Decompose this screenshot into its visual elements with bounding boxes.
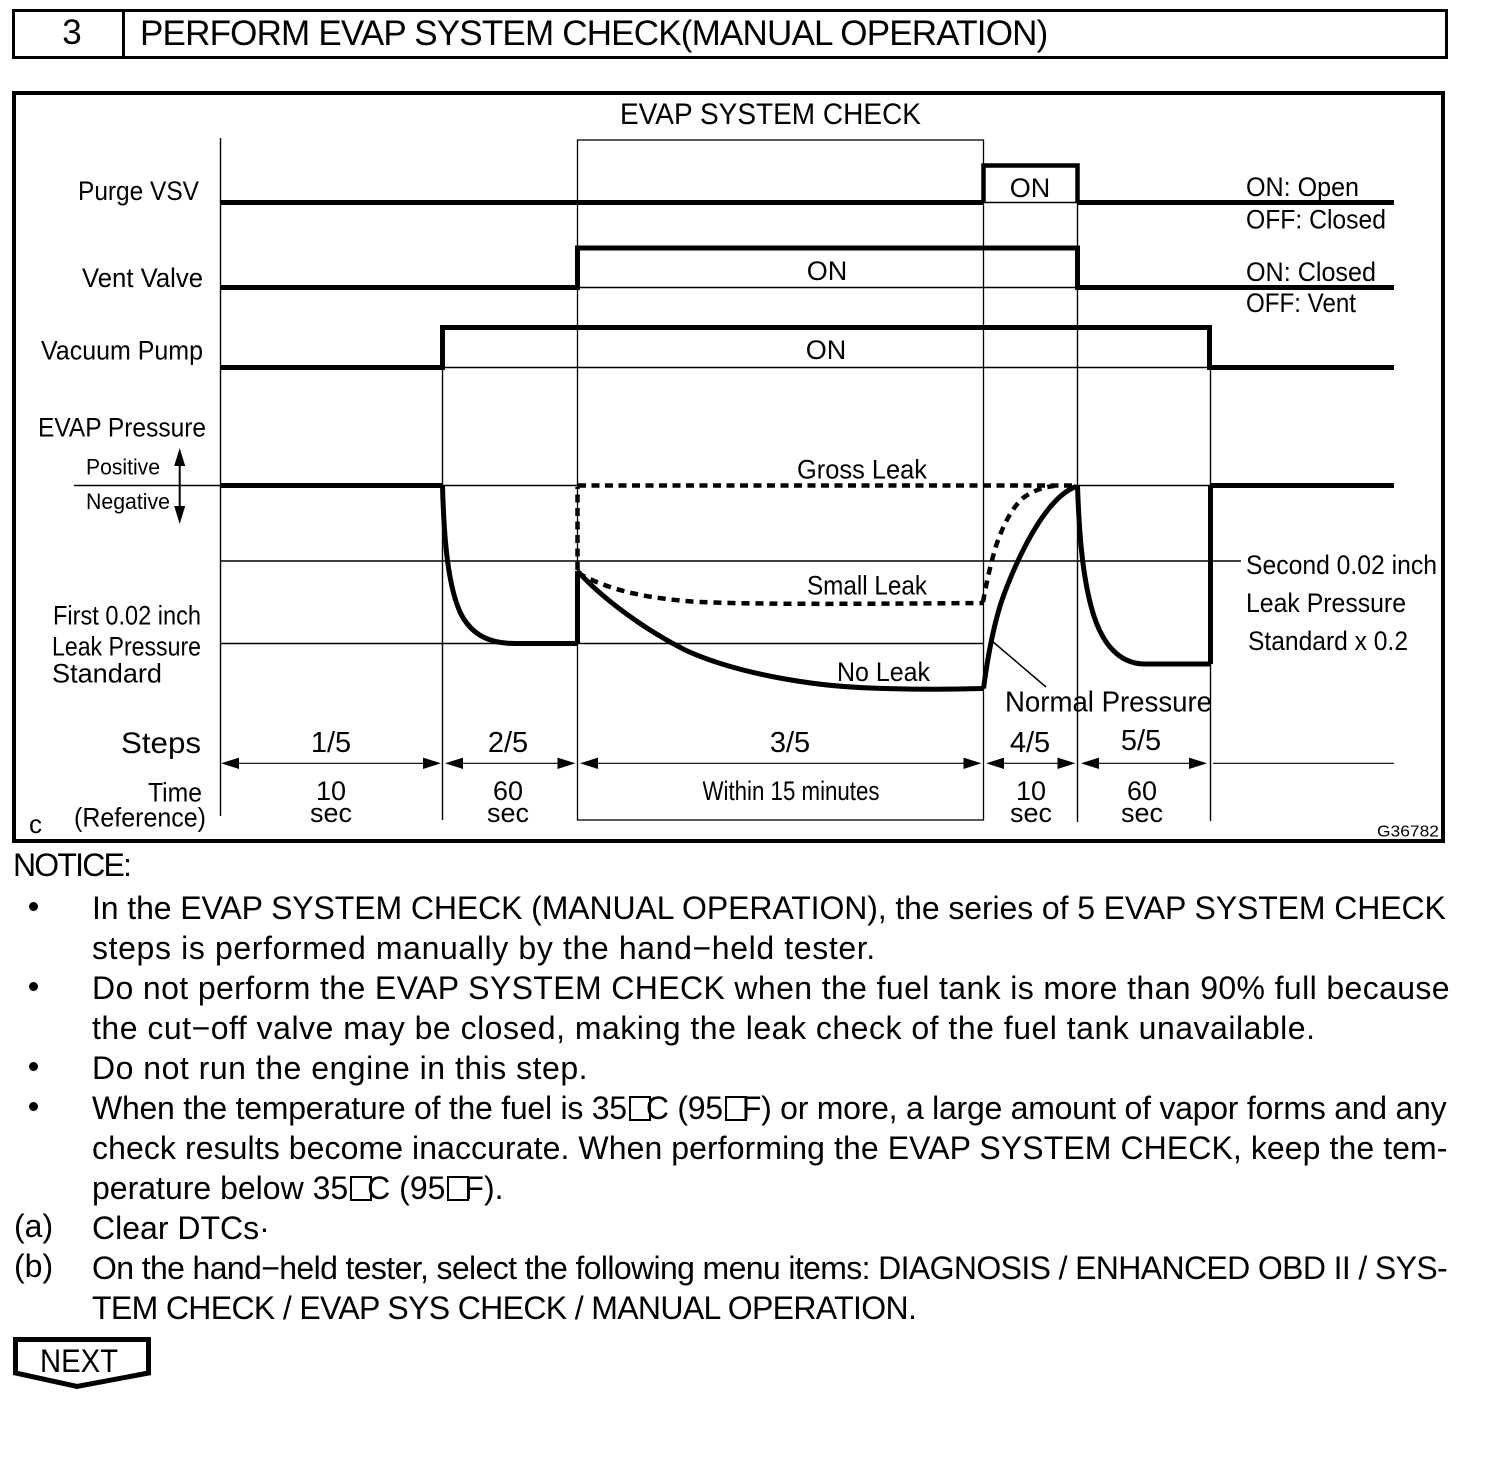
- svg-text:Steps: Steps: [121, 727, 201, 760]
- svg-text:Positive: Positive: [86, 455, 160, 480]
- svg-text:G36782: G36782: [1377, 824, 1439, 841]
- svg-text:Gross Leak: Gross Leak: [797, 455, 927, 485]
- svg-text:sec: sec: [1121, 798, 1163, 828]
- svg-text:Standard x 0.2: Standard x 0.2: [1248, 626, 1408, 656]
- svg-text:5/5: 5/5: [1121, 725, 1161, 757]
- svg-text:4/5: 4/5: [1010, 727, 1050, 759]
- svg-text:Negative: Negative: [86, 489, 170, 514]
- svg-text:Small Leak: Small Leak: [807, 571, 927, 601]
- svg-text:ON: ON: [806, 335, 847, 365]
- svg-text:Within 15 minutes: Within 15 minutes: [703, 776, 880, 806]
- svg-text:10: 10: [1016, 776, 1046, 806]
- svg-text:c: c: [29, 809, 42, 839]
- svg-text:2/5: 2/5: [488, 727, 528, 759]
- svg-text:ON: ON: [1010, 173, 1051, 203]
- svg-text:First 0.02 inch: First 0.02 inch: [53, 601, 201, 631]
- svg-text:sec: sec: [487, 798, 529, 828]
- svg-text:ON: Closed: ON: Closed: [1246, 257, 1376, 287]
- svg-text:ON: Open: ON: Open: [1246, 172, 1359, 202]
- svg-text:sec: sec: [310, 798, 352, 828]
- svg-text:EVAP SYSTEM CHECK: EVAP SYSTEM CHECK: [620, 98, 921, 131]
- svg-text:Vent Valve: Vent Valve: [82, 263, 203, 293]
- svg-text:Leak Pressure: Leak Pressure: [52, 632, 201, 662]
- svg-text:OFF: Vent: OFF: Vent: [1246, 288, 1356, 318]
- svg-text:No Leak: No Leak: [837, 657, 930, 687]
- svg-text:Standard: Standard: [52, 659, 162, 689]
- svg-text:60: 60: [493, 776, 523, 806]
- svg-text:sec: sec: [1010, 798, 1052, 828]
- svg-text:3/5: 3/5: [770, 727, 810, 759]
- svg-text:10: 10: [316, 776, 346, 806]
- svg-text:OFF: Closed: OFF: Closed: [1246, 204, 1386, 234]
- svg-text:ON: ON: [807, 256, 848, 286]
- svg-text:Leak Pressure: Leak Pressure: [1246, 588, 1406, 618]
- svg-text:Time: Time: [148, 778, 202, 808]
- svg-text:Vacuum Pump: Vacuum Pump: [41, 336, 203, 366]
- svg-text:(Reference): (Reference): [74, 803, 206, 833]
- svg-text:1/5: 1/5: [311, 727, 351, 759]
- svg-text:Purge VSV: Purge VSV: [78, 176, 199, 206]
- svg-text:NEXT: NEXT: [40, 1343, 118, 1379]
- svg-text:Second 0.02 inch: Second 0.02 inch: [1246, 550, 1437, 580]
- svg-text:Normal Pressure: Normal Pressure: [1005, 687, 1212, 719]
- svg-text:EVAP Pressure: EVAP Pressure: [38, 413, 206, 443]
- svg-text:60: 60: [1127, 776, 1157, 806]
